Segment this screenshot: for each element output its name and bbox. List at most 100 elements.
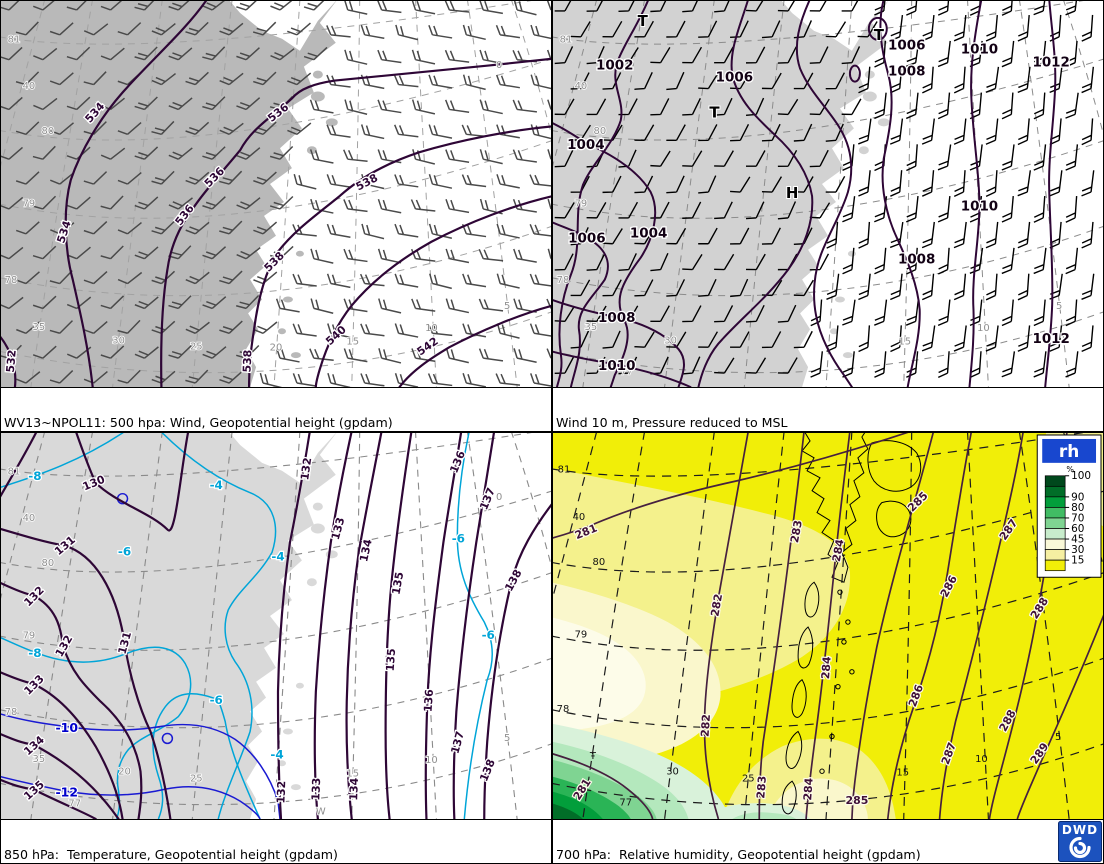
- graticule-label: 80: [593, 126, 606, 137]
- height-contour-label: 284: [801, 777, 816, 801]
- temperature-label: -10: [56, 720, 79, 735]
- graticule-label: 35: [33, 322, 46, 333]
- graticule-label: 79: [575, 198, 588, 209]
- graticule-label: 40: [575, 81, 588, 92]
- temperature-label: -6: [210, 693, 223, 707]
- coastline-svalbard: [781, 433, 922, 815]
- graticule-label: Ŧ: [589, 751, 597, 762]
- wind-barbs-500hpa: [1, 1, 551, 387]
- graticule-label: 20: [118, 767, 131, 778]
- graticule-label: 81: [560, 34, 573, 45]
- graticule-label: 80: [41, 558, 54, 569]
- caption-line-title: WV13~NPOL11: 500 hpa: Wind, Geopotential…: [4, 414, 393, 430]
- graticule-label: 15: [898, 337, 911, 348]
- graticule-label: 40: [573, 512, 586, 523]
- graticule-label: 25: [190, 342, 203, 353]
- caption-850hpa: 850 hPa: Temperature, Geopotential heigh…: [1, 820, 551, 863]
- temperature-contours-cyan: [1, 433, 493, 819]
- panel-500hpa-wind-height: 532 534 534 536 536 536 538 538 538 540 542 81 40 80 7…: [0, 0, 552, 432]
- graticule-label: 10: [975, 754, 988, 765]
- legend-swatch: [1044, 538, 1066, 550]
- graticule-label: 79: [23, 198, 36, 209]
- height-contour-label: 135: [389, 571, 406, 596]
- height-contour-label: 283: [788, 519, 805, 544]
- graticule-label: 0: [496, 60, 502, 71]
- isobar-label: 1012: [1032, 55, 1069, 70]
- graticule-label: 10: [977, 323, 990, 334]
- legend-swatch: [1044, 528, 1066, 540]
- graticule-label: 35: [33, 754, 46, 765]
- height-contours-850hpa: [1, 433, 551, 819]
- isobar-label: 1002: [596, 58, 633, 73]
- map-700hpa: 281 281 282 282 283 283 284 284 284 285 285 286 286 2…: [553, 433, 1103, 820]
- graticule-label: 81: [8, 34, 21, 45]
- temperature-label: -4: [271, 550, 284, 564]
- height-contour-label: 538: [241, 350, 255, 373]
- graticule-label: 5: [1056, 301, 1062, 312]
- panel-10m-wind-mslp: 81 40 80 79 78 35 30 77 15 10 5 1002 1006 1006 1008 101…: [552, 0, 1104, 432]
- graticule-label: 79: [575, 629, 588, 640]
- temperature-label: -8: [28, 469, 41, 483]
- legend-title: rh: [1059, 441, 1079, 461]
- height-contour-label: 136: [421, 688, 436, 712]
- isobar-label: 1008: [898, 252, 935, 267]
- height-contour-label: 132: [274, 781, 288, 804]
- graticule-label: 79: [23, 630, 36, 641]
- dwd-logo: DWD: [1058, 821, 1102, 862]
- map-850hpa: 130 131 132 132 133 134 135 131 132 133 134 135 135 1…: [1, 433, 551, 820]
- temperature-label: -4: [270, 748, 283, 762]
- graticule-label: 40: [23, 513, 36, 524]
- isobars-mslp: [553, 1, 1057, 387]
- dwd-spiral-icon: [1069, 836, 1091, 859]
- pressure-center-symbol: T: [709, 104, 720, 122]
- graticule-label: 0: [496, 492, 502, 503]
- graticule-label: 78: [5, 707, 18, 718]
- legend-tick-label: 30: [1071, 544, 1084, 556]
- height-contours-500hpa: [1, 1, 551, 387]
- graticule-label: 5: [504, 301, 510, 312]
- legend-tick-label: 15: [1071, 555, 1084, 567]
- graticule-label: 30: [666, 767, 679, 778]
- graticule-label: 77: [68, 799, 81, 810]
- wind-barbs-10m: [554, 1, 1095, 379]
- legend-unit: %: [1066, 465, 1074, 474]
- legend-swatch: [1044, 517, 1066, 529]
- isobar-label: 1010: [961, 200, 998, 215]
- caption-700hpa: 700 hPa: Relative humidity, Geopotential…: [553, 820, 1103, 863]
- graticule-label: 80: [593, 557, 606, 568]
- graticule-label: 10: [425, 755, 438, 766]
- caption-line-title: 700 hPa: Relative humidity, Geopotential…: [556, 846, 921, 862]
- graticule-label: 15: [346, 337, 359, 348]
- graticule-label: 30: [112, 336, 125, 347]
- graticule-label: 25: [742, 774, 755, 785]
- graticule-label: W: [316, 807, 326, 818]
- caption-mslp: Wind 10 m, Pressure reduced to MSL VT: 1…: [553, 388, 1103, 431]
- height-contour-label: 284: [830, 538, 847, 563]
- height-contour-label: 134: [357, 538, 375, 563]
- legend-swatch: [1044, 485, 1066, 498]
- legend-tick-label: 70: [1071, 512, 1084, 524]
- caption-line-title: 850 hPa: Temperature, Geopotential heigh…: [4, 846, 338, 862]
- temperature-label: -4: [210, 478, 223, 492]
- legend-swatch: [1044, 475, 1066, 487]
- land-shading: [553, 1, 890, 387]
- height-contour-label: 133: [309, 778, 323, 801]
- height-contour-label: 283: [754, 775, 769, 799]
- legend-tick-label: 60: [1071, 523, 1084, 535]
- dwd-logo-background: [1058, 821, 1102, 862]
- legend-tick-label: 100: [1071, 470, 1091, 482]
- graticule-label: 5: [504, 733, 510, 744]
- isobar-label: 1008: [888, 64, 925, 79]
- temperature-label: -6: [118, 545, 131, 559]
- panel-700hpa-rh-height: 281 281 282 282 283 283 284 284 284 285 285 286 286 2…: [552, 432, 1104, 864]
- graticule-label: 35: [585, 322, 598, 333]
- height-contour-label: 135: [384, 648, 399, 672]
- isobar-label: 1010: [961, 42, 998, 57]
- isobar-label: 1006: [568, 231, 605, 246]
- graticule-label: 77: [619, 798, 632, 809]
- map-canvas-mslp: 81 40 80 79 78 35 30 77 15 10 5 1002 1006 1006 1008 101…: [553, 1, 1103, 387]
- height-contour-label: 132: [298, 457, 314, 481]
- graticule-label: 81: [8, 466, 21, 477]
